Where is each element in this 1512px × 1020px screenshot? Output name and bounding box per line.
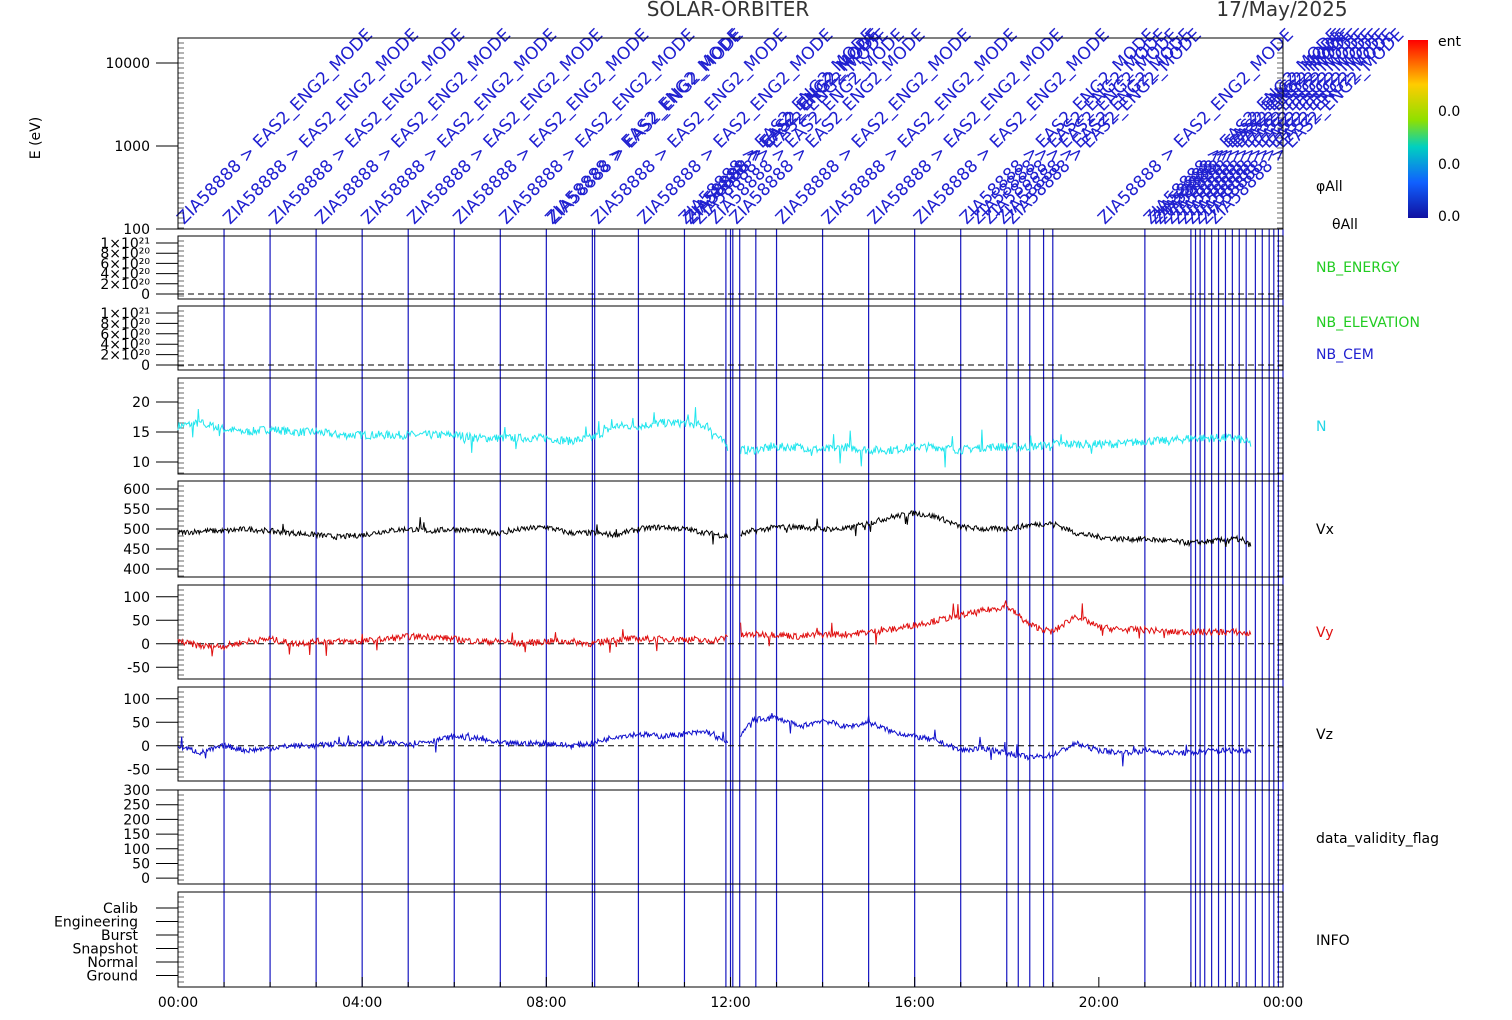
y-tick-label: 15 (132, 425, 150, 441)
y-tick-label: 250 (123, 798, 150, 814)
phi-all-label: φAll (1316, 179, 1343, 195)
series-line-vz (178, 713, 1251, 766)
info-category-label: Ground (87, 969, 139, 985)
label-nb-elevation: NB_ELEVATION (1316, 315, 1420, 331)
x-tick-label: 12:00 (710, 995, 750, 1011)
x-tick-label: 16:00 (894, 995, 934, 1011)
mode-change-lines (224, 229, 1283, 987)
y-tick-label: 10 (132, 455, 150, 471)
label-vx: Vx (1316, 522, 1334, 538)
chart-series (178, 407, 1251, 766)
colorbar-gradient (1408, 40, 1428, 218)
colorbar-tick: 0.0 (1438, 157, 1460, 173)
x-tick-label: 04:00 (342, 995, 382, 1011)
y-tick-label: 20 (132, 395, 150, 411)
x-tick-label: 20:00 (1079, 995, 1119, 1011)
label-vy: Vy (1316, 625, 1334, 641)
y-tick-label: 100 (123, 692, 150, 708)
chart-date: 17/May/2025 (1216, 0, 1347, 21)
y-tick-label: -50 (127, 660, 150, 676)
y-tick-label: 600 (123, 482, 150, 498)
x-tick-label: 00:00 (158, 995, 198, 1011)
x-axis: 00:00 04:00 08:00 12:00 16:00 20:00 00:00 (158, 977, 1303, 1011)
colorbar: ent 0.0 0.0 0.0 (1408, 34, 1461, 225)
y-tick-label: 0 (141, 358, 150, 374)
colorbar-label: ent (1438, 34, 1461, 50)
label-info: INFO (1316, 933, 1350, 949)
y-tick-label: 100 (123, 842, 150, 858)
label-nb-cem: NB_CEM (1316, 347, 1374, 363)
label-nb-energy: NB_ENERGY (1316, 260, 1400, 276)
y-tick-label: 200 (123, 812, 150, 828)
y-tick-label: 50 (132, 856, 150, 872)
y-tick-label: 0 (141, 637, 150, 653)
y-tick-label: -50 (127, 762, 150, 778)
y-tick-label: 550 (123, 502, 150, 518)
series-line-vy (178, 601, 1251, 657)
y-tick-label: 50 (132, 613, 150, 629)
series-line-vx (178, 511, 1251, 547)
theta-all-label: θAll (1332, 217, 1358, 233)
y-tick-label: 0 (141, 871, 150, 887)
y-tick-label: 400 (123, 562, 150, 578)
y-tick-label: 500 (123, 522, 150, 538)
y-tick-label: 450 (123, 542, 150, 558)
y-tick-label: 10000 (105, 56, 150, 72)
energy-axis-label: E (eV) (28, 117, 44, 159)
x-tick-label: 08:00 (526, 995, 566, 1011)
label-validity: data_validity_flag (1316, 831, 1439, 847)
y-tick-label: 0 (141, 287, 150, 303)
y-tick-label: 150 (123, 827, 150, 843)
y-tick-label: 1000 (114, 139, 150, 155)
colorbar-tick: 0.0 (1438, 209, 1460, 225)
y-tick-label: 50 (132, 715, 150, 731)
chart-title: SOLAR-ORBITER (647, 0, 810, 21)
label-n: N (1316, 419, 1326, 435)
colorbar-tick: 0.0 (1438, 104, 1460, 120)
series-line-n (178, 407, 1251, 467)
y-tick-label: 300 (123, 783, 150, 799)
y-tick-label: 0 (141, 739, 150, 755)
y-tick-label: 100 (123, 590, 150, 606)
mode-labels: ZIA58888 > EAS2_ENG2_MODEZIA58888 > EAS2… (173, 25, 1408, 228)
x-tick-label: 00:00 (1263, 995, 1303, 1011)
label-vz: Vz (1316, 727, 1333, 743)
